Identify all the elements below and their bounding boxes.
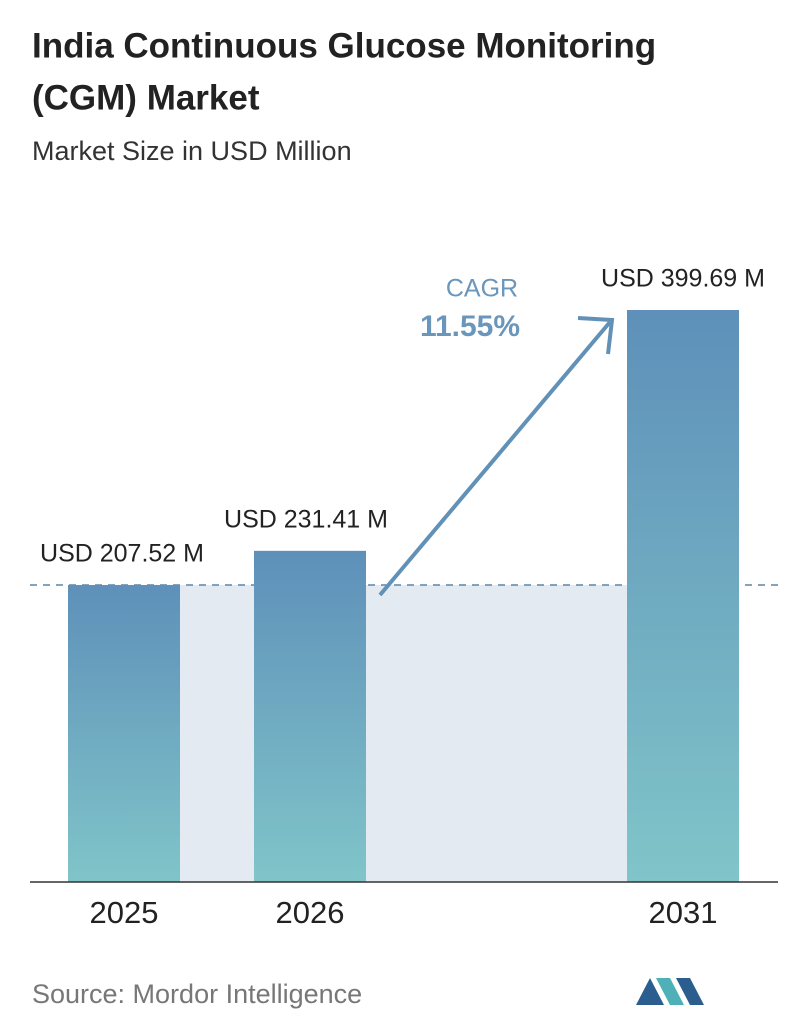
- x-tick-label: 2031: [649, 895, 718, 930]
- cagr-arrowhead: [577, 316, 615, 355]
- chart-subtitle: Market Size in USD Million: [32, 136, 352, 166]
- source: Source: Mordor Intelligence: [32, 979, 362, 1009]
- value-label: USD 231.41 M: [224, 505, 388, 533]
- chart-title: (CGM) Market: [32, 78, 260, 117]
- logo: [636, 978, 704, 1005]
- x-tick-label: 2025: [90, 895, 159, 930]
- bar: [627, 310, 739, 882]
- chart-title: India Continuous Glucose Monitoring: [32, 26, 656, 65]
- value-label: USD 399.69 M: [601, 265, 765, 293]
- x-tick-label: 2026: [276, 895, 345, 930]
- value-label: USD 207.52 M: [40, 540, 204, 568]
- bar: [254, 550, 366, 882]
- reference-band: [180, 585, 627, 882]
- cagr-label: CAGR: [446, 275, 518, 303]
- cagr-value: 11.55%: [420, 310, 520, 343]
- bar: [68, 585, 180, 882]
- cagr-arrow: [378, 320, 612, 597]
